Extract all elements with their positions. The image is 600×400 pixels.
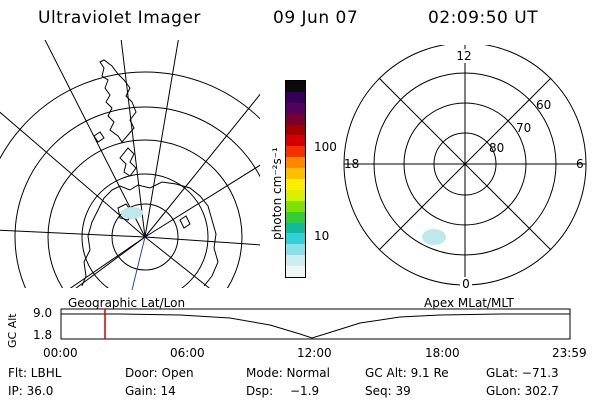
aurora-patch bbox=[121, 207, 143, 219]
date-label: 09 Jun 07 bbox=[273, 8, 359, 28]
altitude-tick-high: 9.0 bbox=[33, 306, 53, 320]
gain-status: Gain: 14 bbox=[125, 384, 176, 398]
aurora-patch bbox=[422, 229, 446, 245]
colorbar-swatch bbox=[286, 157, 305, 169]
satellite-track bbox=[131, 236, 146, 290]
colorbar-swatch bbox=[286, 91, 305, 103]
time-tick-1200: 12:00 bbox=[297, 346, 332, 360]
time-tick-2359: 23:59 bbox=[552, 346, 587, 360]
app-title: Ultraviolet Imager bbox=[38, 8, 201, 28]
mlt-label-18: 18 bbox=[344, 157, 359, 171]
colorbar-swatch bbox=[286, 255, 305, 267]
dsp-value: −1.9 bbox=[290, 384, 320, 398]
colorbar-swatch bbox=[286, 200, 305, 212]
meridian-line bbox=[69, 236, 146, 288]
polar-plot: 12 0 18 6 60 70 80 bbox=[343, 45, 587, 291]
colorbar-swatch bbox=[286, 168, 305, 180]
color-scale-bar bbox=[285, 80, 306, 278]
mode-status: Mode: Normal bbox=[246, 366, 330, 380]
meridian-line bbox=[120, 40, 146, 238]
lat-circle bbox=[81, 173, 209, 288]
door-status: Door: Open bbox=[125, 366, 194, 380]
lat-circle bbox=[0, 71, 260, 160]
altitude-curve bbox=[61, 313, 570, 339]
colorbar-swatch bbox=[286, 222, 305, 234]
meridian-line bbox=[144, 236, 260, 246]
colorbar-swatch bbox=[286, 102, 305, 114]
altitude-tick-low: 1.8 bbox=[33, 328, 53, 342]
geographic-label: Geographic Lat/Lon bbox=[68, 296, 186, 310]
apex-label: Apex MLat/MLT bbox=[424, 296, 514, 310]
time-tick-0000: 00:00 bbox=[43, 346, 78, 360]
seq-status: Seq: 39 bbox=[365, 384, 411, 398]
meridian-line bbox=[144, 236, 210, 288]
coastline bbox=[81, 59, 219, 287]
dsp-label: Dsp: bbox=[246, 384, 274, 398]
colorbar-swatch bbox=[286, 189, 305, 201]
meridian-line bbox=[144, 40, 179, 238]
colorbar-tick-10: 10 bbox=[314, 229, 330, 243]
ip-status: IP: 36.0 bbox=[8, 384, 54, 398]
colorbar-swatch bbox=[286, 179, 305, 190]
colorbar-swatch bbox=[286, 146, 305, 158]
colorbar-units-label: photon cm⁻²s⁻¹ bbox=[270, 147, 284, 240]
meridian-line bbox=[144, 164, 260, 238]
time-tick-1800: 18:00 bbox=[425, 346, 460, 360]
mlt-label-0: 0 bbox=[462, 277, 470, 291]
mlat-label-80: 80 bbox=[489, 141, 504, 155]
mlat-label-60: 60 bbox=[536, 98, 551, 112]
colorbar-tick-100: 100 bbox=[314, 140, 337, 154]
mlt-label-6: 6 bbox=[576, 157, 584, 171]
meridian-line bbox=[75, 236, 146, 288]
lat-circle bbox=[47, 139, 243, 288]
time-tick-0600: 06:00 bbox=[170, 346, 205, 360]
colorbar-swatch bbox=[286, 233, 305, 245]
mlat-label-70: 70 bbox=[516, 121, 531, 135]
gc-alt-status: GC Alt: 9.1 Re bbox=[365, 366, 449, 380]
colorbar-swatch bbox=[286, 81, 305, 92]
meridian-line bbox=[144, 93, 260, 238]
colorbar-swatch bbox=[286, 244, 305, 256]
meridian-line bbox=[0, 229, 146, 238]
colorbar-swatch bbox=[286, 124, 305, 136]
altitude-axis-label: GC Alt bbox=[6, 313, 19, 348]
mlt-label-12: 12 bbox=[456, 49, 471, 63]
colorbar-swatch bbox=[286, 266, 305, 278]
time-label: 02:09:50 UT bbox=[428, 8, 539, 28]
glat-status: GLat: −71.3 bbox=[486, 366, 559, 380]
altitude-timeline bbox=[60, 308, 571, 340]
colorbar-swatch bbox=[286, 113, 305, 125]
colorbar-swatch bbox=[286, 135, 305, 147]
lat-circle bbox=[14, 106, 260, 288]
colorbar-swatch bbox=[286, 211, 305, 223]
meridian-line bbox=[44, 40, 146, 238]
glon-status: GLon: 302.7 bbox=[486, 384, 559, 398]
lat-circle bbox=[111, 203, 179, 271]
geographic-map bbox=[0, 40, 260, 290]
filter-status: Flt: LBHL bbox=[8, 366, 62, 380]
polar-diagonal bbox=[378, 77, 552, 251]
